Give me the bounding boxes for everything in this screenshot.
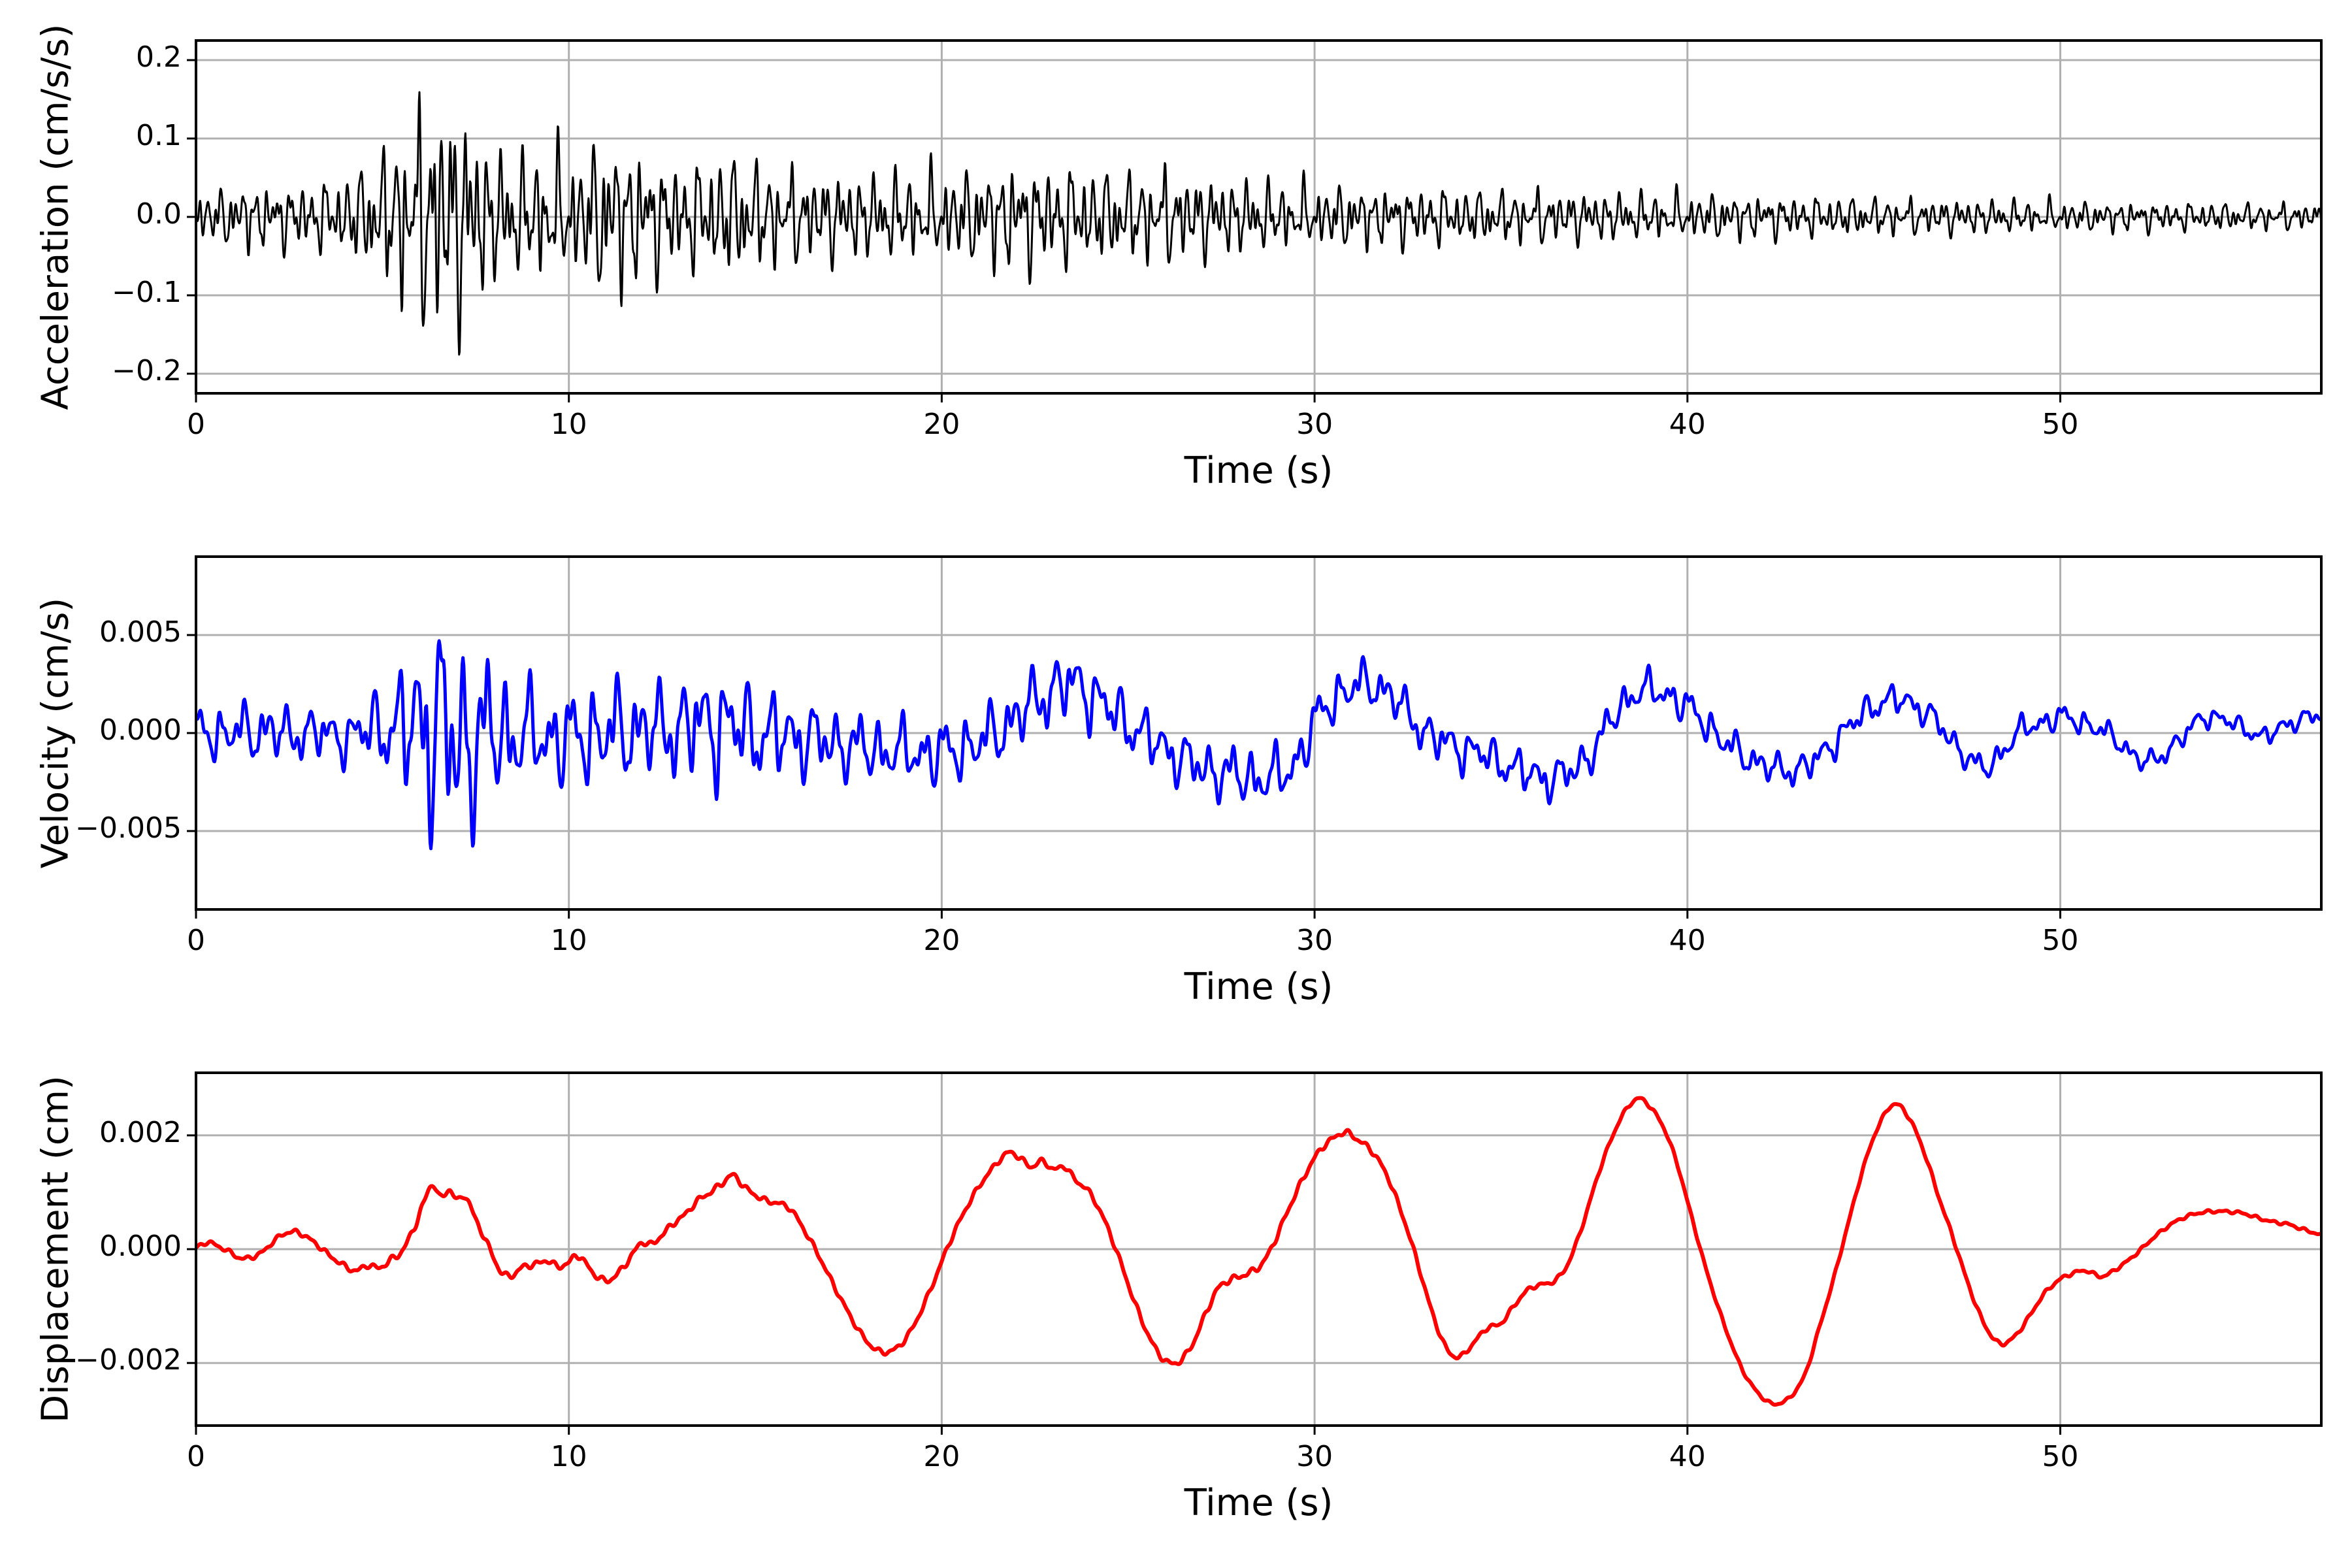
acceleration-trace	[196, 91, 2321, 356]
velocity-subplot: Velocity (cm/s) Time (s) 0 10 20 30 40 50 −0.0…	[35, 555, 2323, 1008]
velocity-trace	[196, 639, 2321, 851]
axes-frame	[195, 1071, 2323, 1427]
x-tick-label: 50	[2042, 924, 2079, 957]
x-tick-label: 30	[1296, 1440, 1333, 1473]
y-tick-label: −0.2	[112, 354, 182, 387]
x-tick-label: 30	[1296, 408, 1333, 441]
acceleration-subplot: Acceleration (cm/s/s) Time (s) 0 10 20 30 40…	[35, 24, 2323, 492]
y-tick-label: 0.0	[136, 197, 182, 231]
y-tick-label: −0.1	[112, 276, 182, 309]
grid	[195, 1073, 2321, 1426]
tick-marks	[187, 634, 2062, 919]
x-tick-label: 20	[923, 924, 960, 957]
velocity-xlabel: Time (s)	[1184, 966, 1333, 1008]
x-tick-label: 50	[2042, 408, 2079, 441]
acceleration-xlabel: Time (s)	[1184, 449, 1333, 492]
x-tick-label: 40	[1669, 408, 1706, 441]
x-tick-label: 0	[187, 924, 205, 957]
x-tick-label: 20	[923, 408, 960, 441]
y-tick-label: −0.005	[75, 811, 182, 845]
x-tick-label: 10	[550, 1440, 587, 1473]
tick-marks	[187, 1134, 2062, 1435]
y-tick-label: 0.1	[136, 119, 182, 152]
displacement-subplot: Displacement (cm) Time (s) 0 10 20 30 40 50 −0…	[35, 1071, 2323, 1524]
x-tick-label: 40	[1669, 924, 1706, 957]
y-tick-label: −0.002	[75, 1343, 182, 1377]
y-tick-label: 0.2	[136, 41, 182, 74]
y-tick-label: 0.000	[99, 1230, 182, 1263]
displacement-plot-area	[187, 1071, 2323, 1435]
y-tick-label: 0.000	[99, 713, 182, 747]
x-tick-label: 50	[2042, 1440, 2079, 1473]
x-tick-label: 0	[187, 1440, 205, 1473]
x-tick-label: 30	[1296, 924, 1333, 957]
y-tick-label: 0.005	[99, 615, 182, 649]
y-tick-label: 0.002	[99, 1115, 182, 1149]
tick-marks	[187, 59, 2062, 402]
displacement-trace	[196, 1096, 2321, 1407]
x-tick-label: 40	[1669, 1440, 1706, 1473]
axes-frame	[195, 555, 2323, 911]
axes-frame	[195, 39, 2323, 395]
x-tick-label: 20	[923, 1440, 960, 1473]
acceleration-plot-area	[187, 39, 2323, 402]
x-tick-label: 10	[550, 408, 587, 441]
displacement-xlabel: Time (s)	[1184, 1482, 1333, 1524]
x-tick-label: 0	[187, 408, 205, 441]
x-tick-label: 10	[550, 924, 587, 957]
velocity-plot-area	[187, 555, 2323, 919]
grid	[195, 557, 2321, 909]
